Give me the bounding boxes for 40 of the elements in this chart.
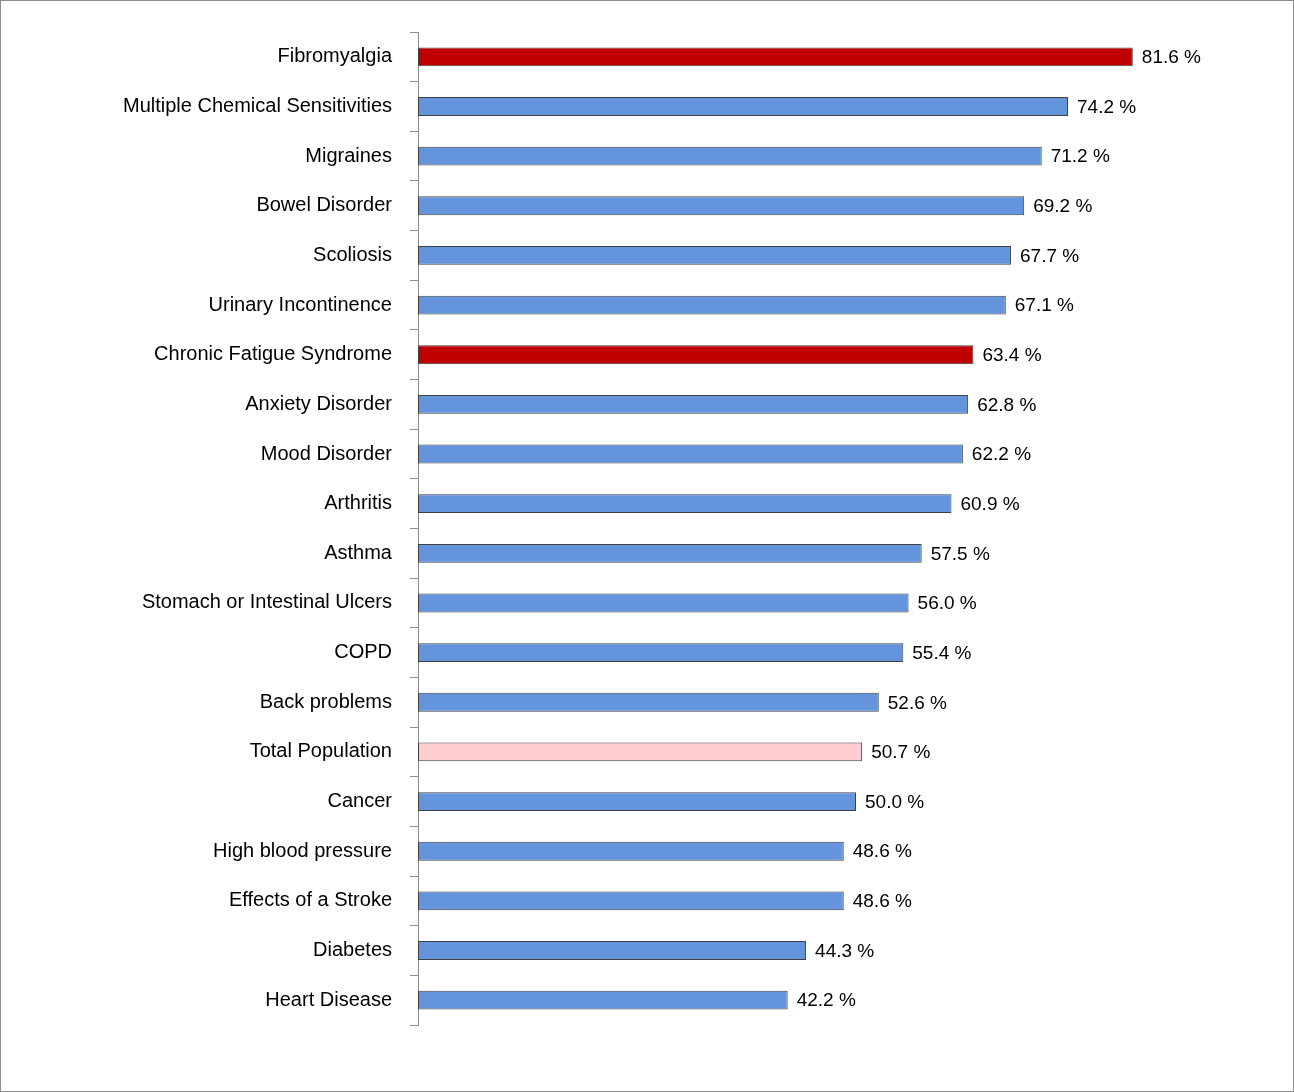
data-label: 62.2 % [971, 443, 1032, 465]
y-tick-label: Urinary Incontinence [208, 292, 392, 315]
data-label: 56.0 % [917, 592, 977, 614]
data-label: 50.0 % [865, 790, 925, 812]
data-label: 69.2 % [1033, 195, 1093, 217]
y-tick-label: Arthritis [324, 491, 392, 514]
data-label: 57.5 % [930, 542, 990, 564]
data-label: 67.1 % [1014, 294, 1075, 316]
data-label: 44.3 % [815, 939, 875, 961]
y-tick-label: Total Population [249, 739, 392, 762]
data-label: 60.9 % [960, 492, 1020, 514]
data-label: 67.7 % [1020, 244, 1080, 266]
data-label: 74.2 % [1076, 95, 1137, 117]
data-label: 50.7 % [871, 741, 931, 763]
data-label: 81.6 % [1141, 46, 1202, 68]
data-label: 42.2 % [796, 989, 856, 1011]
data-label: 71.2 % [1050, 145, 1110, 167]
y-tick-label: Back problems [259, 689, 392, 712]
data-label: 52.6 % [887, 691, 948, 713]
y-tick-label: Anxiety Disorder [245, 391, 393, 414]
y-tick-label: Bowel Disorder [256, 193, 393, 216]
y-tick-label: Heart Disease [265, 987, 392, 1010]
y-tick-label: Effects of a Stroke [228, 888, 392, 911]
data-label: 62.8 % [977, 393, 1037, 415]
y-tick-label: Diabetes [313, 938, 392, 961]
y-tick-label: High blood pressure [213, 838, 392, 861]
y-tick-label: Cancer [327, 789, 393, 812]
y-tick-label: Asthma [324, 540, 393, 563]
y-tick-label: Stomach or Intestinal Ulcers [141, 590, 392, 613]
y-tick-label: Scoliosis [313, 242, 392, 265]
data-label: 63.4 % [982, 343, 1042, 365]
y-tick-label: Fibromyalgia [277, 44, 393, 67]
y-tick-label: Mood Disorder [260, 441, 393, 464]
y-tick-label: Multiple Chemical Sensitivities [123, 93, 392, 116]
y-tick-label: Migraines [305, 143, 392, 166]
y-tick-label: Chronic Fatigue Syndrome [154, 342, 392, 365]
data-label: 55.4 % [912, 641, 972, 663]
data-label: 48.6 % [852, 840, 912, 862]
y-tick-label: COPD [334, 640, 392, 663]
data-label: 48.6 % [852, 890, 912, 912]
